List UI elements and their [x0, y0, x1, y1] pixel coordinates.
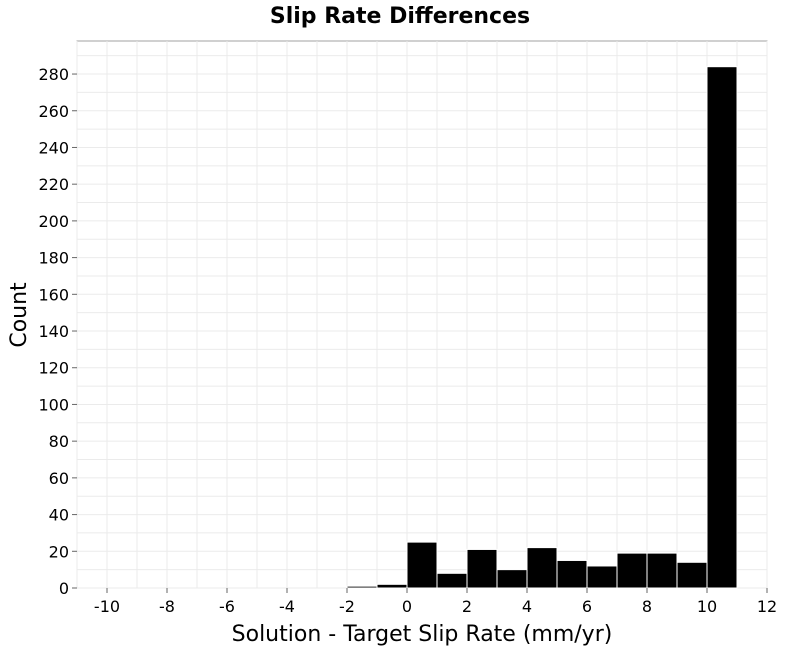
histogram-bar [676, 561, 708, 589]
x-tick-label: 4 [522, 597, 532, 616]
x-axis-label: Solution - Target Slip Rate (mm/yr) [232, 622, 613, 647]
y-tick-label: 100 [38, 395, 69, 414]
y-tick-label: 60 [49, 469, 69, 488]
y-tick-label: 140 [38, 322, 69, 341]
histogram-bar [406, 541, 438, 589]
chart-title: Slip Rate Differences [270, 4, 530, 29]
y-tick-label: 40 [49, 506, 69, 525]
y-tick-label: 20 [49, 542, 69, 561]
x-tick-label: 0 [402, 597, 412, 616]
histogram-bar [586, 565, 618, 589]
histogram-bar [436, 572, 468, 589]
x-tick-label: -8 [159, 597, 175, 616]
y-tick-label: 260 [38, 102, 69, 121]
x-tick-label: -4 [279, 597, 295, 616]
histogram-bar [556, 559, 588, 589]
x-tick-label: -10 [94, 597, 120, 616]
x-tick-label: 10 [697, 597, 717, 616]
y-tick-label: 180 [38, 249, 69, 268]
histogram-bars [346, 66, 738, 589]
x-axis-ticks: -10 -8 -6 -4 -2 0 2 4 6 8 10 12 [94, 588, 777, 616]
x-tick-label: 12 [757, 597, 777, 616]
y-tick-label: 160 [38, 285, 69, 304]
y-tick-label: 240 [38, 138, 69, 157]
histogram-bar [646, 552, 678, 589]
histogram-bar [526, 547, 558, 589]
y-tick-label: 220 [38, 175, 69, 194]
x-tick-label: -2 [339, 597, 355, 616]
x-tick-label: 8 [642, 597, 652, 616]
y-axis-label: Count [7, 282, 32, 348]
histogram-bar [346, 585, 378, 589]
x-tick-label: -6 [219, 597, 235, 616]
y-tick-label: 80 [49, 432, 69, 451]
y-tick-label: 0 [59, 579, 69, 598]
histogram-bar [496, 569, 528, 589]
x-tick-label: 2 [462, 597, 472, 616]
histogram-bar [616, 552, 648, 589]
histogram-bar [466, 548, 498, 589]
histogram-bar [706, 66, 738, 589]
y-tick-label: 280 [38, 65, 69, 84]
plot-area [76, 40, 768, 589]
y-tick-label: 120 [38, 359, 69, 378]
histogram-bar [376, 583, 408, 589]
x-tick-label: 6 [582, 597, 592, 616]
y-axis-ticks: 0 20 40 60 80 100 120 140 160 180 200 220 240 260 280 [38, 65, 77, 598]
y-tick-label: 200 [38, 212, 69, 231]
